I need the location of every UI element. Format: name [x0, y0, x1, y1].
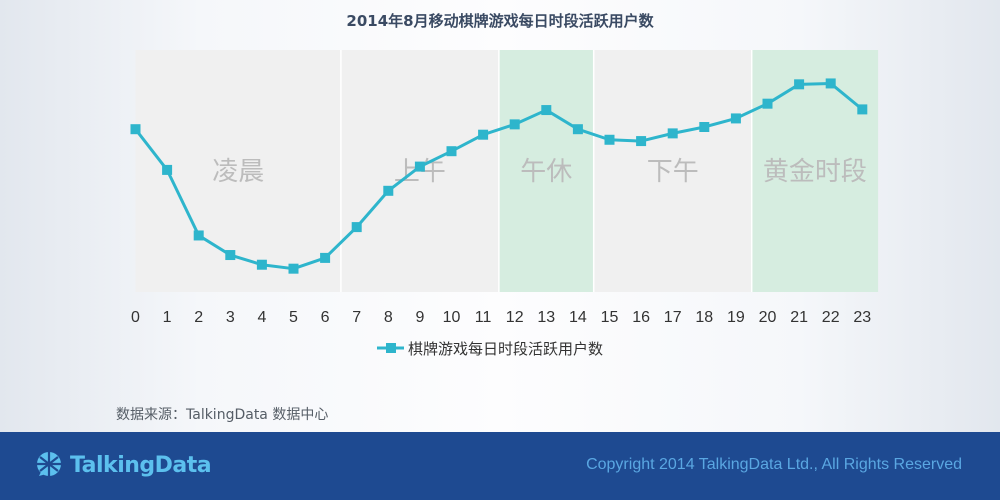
x-tick-label: 15: [601, 309, 619, 326]
legend-label: 棋牌游戏每日时段活跃用户数: [408, 340, 603, 358]
data-point: [572, 124, 583, 135]
data-point: [667, 128, 678, 139]
x-tick-label: 21: [790, 309, 808, 326]
x-tick-label: 8: [384, 309, 393, 326]
data-point: [162, 164, 173, 175]
data-point: [130, 124, 141, 135]
data-point: [414, 161, 425, 172]
band-label: 午休: [520, 157, 572, 187]
x-tick-label: 11: [475, 309, 492, 326]
copyright-text: Copyright 2014 TalkingData Ltd., All Rig…: [586, 456, 962, 473]
x-tick-label: 5: [289, 309, 298, 326]
x-tick-label: 18: [695, 309, 713, 326]
footer-bar: TalkingData Copyright 2014 TalkingData L…: [0, 432, 1000, 500]
x-tick-label: 4: [257, 309, 266, 326]
data-point: [794, 79, 805, 90]
x-tick-label: 2: [194, 309, 203, 326]
band-label: 上午: [394, 157, 446, 187]
x-tick-label: 14: [569, 309, 587, 326]
data-point: [478, 129, 489, 140]
data-point: [383, 185, 394, 196]
data-point: [699, 122, 710, 132]
line-chart: 凌晨 上午 午休 下午 黄金时段 0 1 2 3 4 5 6 7 8 9 10 11 12 13 14 15 16 17 1…: [130, 50, 879, 358]
data-point: [541, 105, 552, 116]
x-tick-label: 23: [853, 309, 871, 326]
data-point: [730, 113, 741, 124]
x-axis-ticks: 0 1 2 3 4 5 6 7 8 9 10 11 12 13 14 15 16 17 18 19 20 21 22 23: [131, 309, 871, 326]
data-point: [604, 134, 615, 145]
talkingdata-logo: TalkingData: [34, 448, 212, 482]
data-point: [225, 250, 236, 261]
band-4: [751, 50, 879, 292]
legend: 棋牌游戏每日时段活跃用户数: [377, 340, 603, 358]
x-tick-label: 16: [632, 309, 650, 326]
data-point: [825, 78, 836, 89]
x-tick-label: 10: [443, 309, 461, 326]
data-point: [509, 119, 520, 130]
band-label: 黄金时段: [763, 157, 867, 187]
time-period-bands: 凌晨 上午 午休 下午 黄金时段: [135, 50, 879, 292]
x-tick-label: 7: [352, 309, 361, 326]
data-point: [288, 263, 299, 274]
x-tick-label: 17: [664, 309, 682, 326]
band-label: 凌晨: [212, 157, 264, 187]
data-point: [193, 230, 204, 241]
data-source-note: 数据来源：TalkingData 数据中心: [116, 407, 329, 423]
x-tick-label: 12: [506, 309, 524, 326]
legend-marker-swatch: [386, 343, 396, 353]
x-tick-label: 6: [321, 309, 330, 326]
series-line: [134, 81, 864, 271]
x-tick-label: 3: [226, 309, 235, 326]
x-tick-label: 13: [537, 309, 555, 326]
x-tick-label: 20: [759, 309, 777, 326]
chart-title: 2014年8月移动棋牌游戏每日时段活跃用户数: [346, 12, 654, 30]
x-tick-label: 0: [131, 309, 140, 326]
x-tick-label: 22: [822, 309, 840, 326]
data-point: [857, 104, 868, 115]
data-point: [446, 146, 457, 157]
data-point: [256, 259, 267, 270]
band-2: [498, 50, 594, 292]
logo-text: TalkingData: [70, 452, 212, 478]
band-label: 下午: [647, 157, 699, 187]
data-point: [320, 252, 331, 263]
x-tick-label: 19: [727, 309, 745, 326]
band-3: [593, 50, 752, 292]
data-point: [762, 98, 773, 109]
series-markers: [130, 78, 868, 274]
logo-globe-icon: [37, 452, 61, 476]
x-tick-label: 9: [415, 309, 424, 326]
x-tick-label: 1: [163, 309, 172, 326]
data-point: [351, 222, 362, 233]
data-point: [636, 136, 647, 147]
